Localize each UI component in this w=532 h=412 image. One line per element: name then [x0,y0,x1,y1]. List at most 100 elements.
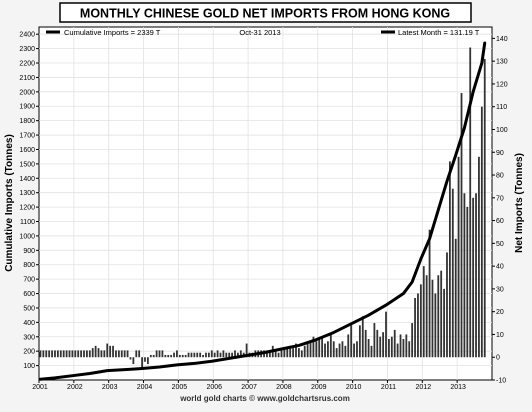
net-import-bar [312,336,315,358]
legend-right-label: Latest Month = 131.19 T [398,28,480,37]
net-import-bar [219,352,222,358]
net-import-bar [327,341,329,358]
left-axis-ticks: 100 200 300 400 500 600 700 800 900 1000 1100 1200 1… [19,32,39,370]
left-tick-label: 100 [23,363,35,370]
net-import-bar [440,270,443,358]
chart-date-label: Oct-31 2013 [239,28,280,37]
net-import-bar [176,350,178,358]
net-import-bar [56,350,59,358]
net-import-bar [199,352,202,358]
cumulative-line [38,41,487,381]
net-import-bar [324,343,326,358]
net-import-bar [446,252,448,358]
left-tick-label: 600 [23,291,35,298]
x-tick-label: 2009 [311,384,327,391]
left-tick-label: 700 [23,277,35,284]
net-import-bar [463,193,466,358]
net-import-bar [161,350,164,358]
net-import-bar [149,354,152,358]
grid [39,27,492,380]
net-import-bar [480,106,483,358]
net-import-bar [80,350,83,358]
x-tick-label: 2008 [276,384,292,391]
right-tick-label: 140 [496,36,508,43]
left-tick-label: 1500 [19,161,35,168]
net-import-bar [115,350,117,358]
net-import-bar [48,350,51,358]
x-tick-label: 2007 [241,384,257,391]
net-import-bar [277,352,280,358]
net-import-bar [399,334,402,358]
x-tick-label: 2010 [346,384,362,391]
net-import-bar [338,343,341,358]
left-tick-label: 200 [23,349,35,356]
right-tick-label: 100 [496,127,508,134]
net-import-bar [382,332,385,358]
net-import-bar [65,350,68,358]
net-import-bar [268,350,271,358]
legend-left-label: Cumulative Imports = 2339 T [64,28,161,37]
net-import-bar [425,275,428,358]
net-import-bar [181,354,184,358]
net-import-bar [68,350,71,358]
net-import-bar [190,352,193,358]
net-import-bar [88,350,91,358]
net-imports-bars [39,47,486,369]
right-tick-label: 110 [496,104,507,111]
right-tick-label: 30 [496,286,504,293]
net-import-bar [39,350,42,358]
net-import-bar [274,350,277,358]
net-import-bar [396,343,399,358]
x-tick-label: 2002 [67,384,83,391]
left-tick-label: 1100 [20,219,35,226]
net-import-bar [408,341,411,358]
net-import-bar [42,350,45,358]
title-box [59,2,472,23]
net-import-bar [170,354,173,358]
left-tick-label: 1700 [19,133,35,140]
net-import-bar [431,279,434,358]
net-import-bar [129,357,132,360]
net-import-bar [45,350,48,358]
net-import-bar [460,93,463,358]
left-axis-label: Cumulative Imports (Tonnes) [4,134,15,272]
net-import-bar [292,348,294,358]
left-tick-label: 1000 [19,233,35,240]
net-import-bar [329,334,332,358]
net-import-bar [289,345,292,358]
net-import-bar [146,357,149,365]
net-import-bar [347,334,350,358]
x-tick-label: 2013 [450,384,466,391]
net-import-bar [237,352,239,358]
net-import-bar [103,350,106,358]
right-tick-label: 0 [496,355,500,362]
net-import-bar [315,341,318,358]
net-import-bar [321,336,324,358]
net-import-bar [77,350,80,358]
net-import-bar [59,350,62,358]
net-import-bar [123,350,126,358]
net-import-bar [187,352,190,358]
net-import-bar [117,350,120,358]
net-import-bar [280,350,283,358]
net-import-bar [295,343,297,358]
net-import-bar [356,341,358,358]
net-import-bar [83,350,85,358]
net-import-bar [234,350,236,358]
x-tick-label: 2004 [137,384,153,391]
net-import-bar [353,343,355,358]
x-tick-label: 2003 [102,384,118,391]
net-import-bar [341,341,344,358]
net-import-bar [411,323,414,358]
net-import-bar [361,316,364,358]
net-import-bar [475,193,477,358]
net-import-bar [228,352,231,358]
net-import-bar [370,345,373,358]
x-tick-label: 2005 [172,384,188,391]
left-tick-label: 400 [23,320,35,327]
net-import-bar [451,188,454,358]
net-import-bar [54,350,56,358]
net-import-bar [196,352,199,358]
left-tick-label: 2200 [19,61,35,68]
